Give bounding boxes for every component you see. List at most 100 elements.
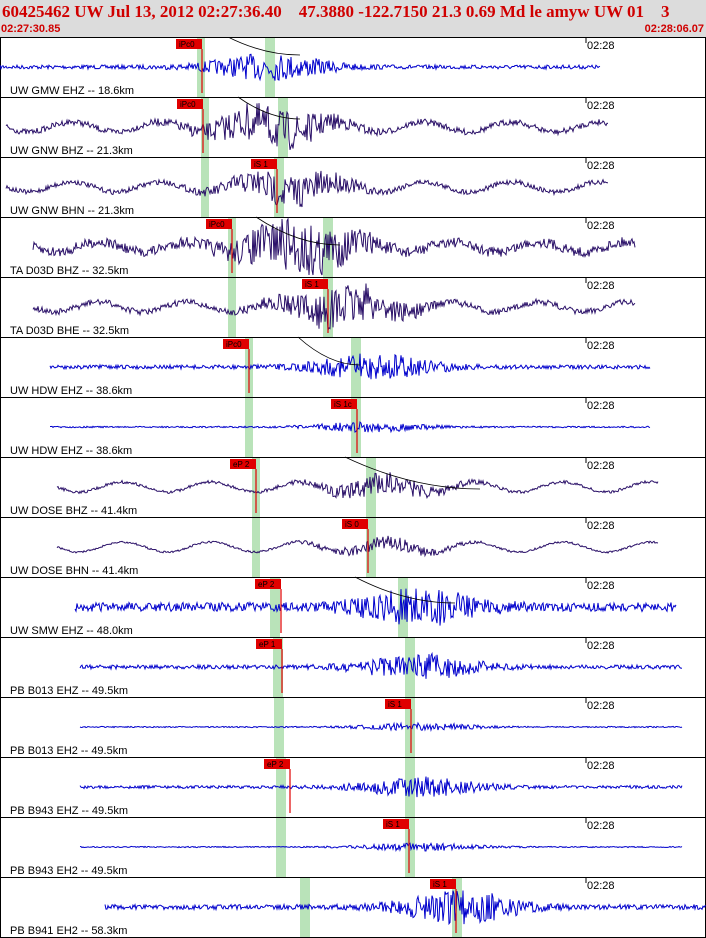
pick-label: iS 1 [433,880,447,889]
station-label: UW SMW EHZ -- 48.0km [10,625,133,637]
trace-row[interactable]: iS 1c 02:28 UW HDW EHZ -- 38.6km [0,397,706,458]
pick-tag[interactable] [255,579,281,589]
moveout-curve [255,216,341,246]
pick-tag[interactable] [385,699,411,709]
start-time: 02:27:30.85 [1,23,61,35]
pick-window [252,518,260,577]
pick-window [197,38,205,97]
pick-tag[interactable] [342,519,368,529]
time-label: 02:28 [587,400,615,412]
pick-tag[interactable] [206,219,232,229]
pick-window [201,158,209,217]
time-label: 02:28 [587,640,615,652]
pick-window [201,98,209,157]
trace-row[interactable]: iPc0 02:28 TA D03D BHZ -- 32.5km [0,216,706,278]
waveform [56,472,659,500]
time-label: 02:28 [587,700,615,712]
pick-label: iS 1 [388,700,402,709]
waveform [5,170,608,208]
pick-tag[interactable] [177,99,203,109]
moveout-curve [354,576,456,604]
end-time: 02:28:06.07 [644,23,704,35]
trace-row[interactable]: iS 1 02:28 TA D03D BHE -- 32.5km [0,277,706,338]
station-label: UW HDW EHZ -- 38.6km [10,445,132,457]
pick-window [351,338,361,397]
waveform [79,721,683,732]
time-label: 02:28 [587,580,615,592]
pick-tag[interactable] [251,159,277,169]
pick-window [278,98,288,157]
station-label: TA D03D BHE -- 32.5km [10,325,129,337]
trace-row[interactable]: iS 1 02:28 PB B013 EH2 -- 49.5km [0,697,706,758]
pick-tag[interactable] [176,39,202,49]
waveform [79,651,683,679]
trace-row[interactable]: iS 0 02:28 UW DOSE BHN -- 41.4km [0,517,706,578]
time-label: 02:28 [587,220,615,232]
waveform [50,421,651,434]
pick-window [300,878,310,937]
waveform [56,535,659,558]
trace-row[interactable]: eP 2 02:28 UW SMW EHZ -- 48.0km [0,576,706,638]
pick-label: iS 1 [305,280,319,289]
seismogram-panel[interactable]: iPc0 02:28 UW GMW EHZ -- 18.6km iPc0 02:28 UW… [0,37,706,938]
pick-label: eP 2 [267,760,284,769]
waveform [5,103,609,150]
pick-window [323,218,333,277]
moveout-curve [237,96,301,120]
trace-row[interactable]: eP 2 02:28 UW DOSE BHZ -- 41.4km [0,456,706,518]
pick-label: eP 2 [233,460,250,469]
station-label: UW HDW EHZ -- 38.6km [10,385,132,397]
pick-label: eP 2 [258,580,275,589]
waveform [49,353,651,380]
pick-window [276,758,286,817]
trace-row[interactable]: iS 1 02:28 PB B941 EH2 -- 58.3km [0,877,706,938]
pick-tag[interactable] [302,279,328,289]
station-label: UW GNW BHN -- 21.3km [10,205,134,217]
trace-row[interactable]: iPc0 02:28 UW GNW BHZ -- 21.3km [0,96,706,158]
trace-row[interactable]: eP 2 02:28 PB B943 EHZ -- 49.5km [0,757,706,818]
waveform [0,53,601,82]
time-label: 02:28 [587,460,615,472]
pick-tag[interactable] [331,399,357,409]
trace-row[interactable]: iPc0 02:28 UW GMW EHZ -- 18.6km [0,37,706,98]
pick-window [405,818,415,877]
station-label: PB B943 EH2 -- 49.5km [10,865,127,877]
pick-label: iPc0 [180,100,196,109]
station-label: PB B013 EHZ -- 49.5km [10,685,128,697]
pick-tag[interactable] [230,459,256,469]
pick-window [245,398,253,457]
pick-window [452,878,462,937]
station-label: UW GMW EHZ -- 18.6km [10,85,134,97]
pick-label: iS 0 [345,520,359,529]
pick-window [265,38,275,97]
header-bar: 60425462 UW Jul 13, 2012 02:27:36.40 47.… [0,0,706,37]
pick-tag[interactable] [264,759,290,769]
trace-row[interactable]: eP 1 02:28 PB B013 EHZ -- 49.5km [0,637,706,698]
waveform [79,842,683,852]
time-label: 02:28 [587,820,615,832]
pick-tag[interactable] [223,339,249,349]
station-label: PB B941 EH2 -- 58.3km [10,925,127,937]
time-label: 02:28 [587,280,615,292]
waveform [74,588,677,626]
trace-row[interactable]: iS 1 02:28 PB B943 EH2 -- 49.5km [0,817,706,878]
moveout-curve [344,456,481,490]
pick-tag[interactable] [383,819,409,829]
trace-row[interactable]: iS 1 02:28 UW GNW BHN -- 21.3km [0,157,706,218]
waveform [32,217,636,276]
pick-tag[interactable] [256,639,282,649]
time-label: 02:28 [587,160,615,172]
station-label: UW DOSE BHZ -- 41.4km [10,505,137,517]
pick-label: eP 1 [259,640,276,649]
trace-row[interactable]: iPc0 02:28 UW HDW EHZ -- 38.6km [0,336,706,398]
waveform [32,283,636,332]
pick-window [228,278,236,337]
station-label: PB B943 EHZ -- 49.5km [10,805,128,817]
station-label: UW DOSE BHN -- 41.4km [10,565,138,577]
time-label: 02:28 [587,40,615,52]
waveform [104,890,706,926]
event-title: 60425462 UW Jul 13, 2012 02:27:36.40 47.… [2,2,670,21]
pick-label: iS 1c [334,400,352,409]
pick-tag[interactable] [430,879,456,889]
pick-label: iPc0 [209,220,225,229]
